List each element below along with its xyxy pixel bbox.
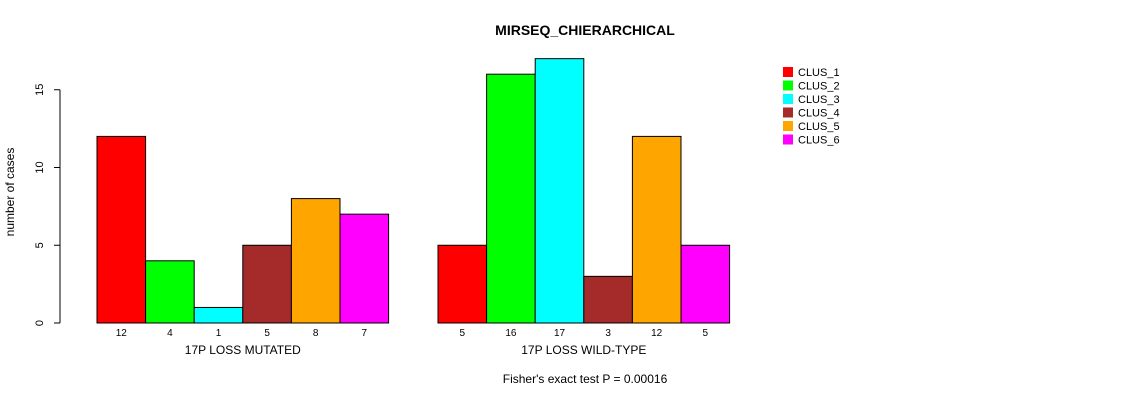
- legend-label: CLUS_6: [798, 135, 840, 147]
- bar-count-label: 5: [460, 328, 466, 339]
- bar: [193, 306, 244, 324]
- y-axis: 0 5 10 15: [34, 84, 61, 326]
- bar: [631, 135, 682, 324]
- legend-swatch: [783, 80, 793, 91]
- bar: [680, 244, 731, 324]
- bar-count-label: 12: [651, 328, 663, 339]
- bar-count-label: 3: [605, 328, 611, 339]
- bar-count-label: 16: [505, 328, 517, 339]
- legend-label: CLUS_1: [798, 67, 840, 79]
- group-label: 17P LOSS MUTATED: [185, 343, 301, 357]
- bar: [486, 73, 536, 324]
- bar: [290, 198, 341, 324]
- legend-label: CLUS_5: [798, 121, 840, 133]
- legend-swatch: [783, 121, 793, 131]
- y-tick-label: 15: [34, 84, 46, 96]
- bar: [534, 58, 585, 324]
- y-tick-label: 5: [34, 242, 46, 248]
- bar: [437, 244, 488, 324]
- bar-count-label: 1: [216, 328, 222, 339]
- bar-count-label: 8: [313, 328, 319, 339]
- legend-label: CLUS_2: [798, 81, 840, 93]
- legend-label: CLUS_3: [798, 94, 840, 106]
- legend-swatch: [783, 67, 793, 77]
- bar: [242, 244, 292, 324]
- bar-count-label: 5: [264, 328, 270, 339]
- bar: [96, 135, 147, 324]
- legend-swatch: [783, 107, 793, 118]
- y-axis-label: number of cases: [3, 148, 17, 237]
- y-tick-label: 10: [34, 161, 46, 173]
- bar: [583, 275, 633, 324]
- bar: [339, 213, 390, 324]
- group-label: 17P LOSS WILD-TYPE: [521, 343, 646, 357]
- bars: 12 4 1 5 8 7 17P LOSS MUTATED 5 16 17 3 12 5 17P LOSS…: [96, 58, 731, 357]
- chart-title: MIRSEQ_CHIERARCHICAL: [495, 22, 675, 38]
- bar-count-label: 17: [554, 328, 566, 339]
- bar-count-label: 5: [703, 328, 709, 339]
- y-tick-label: 0: [34, 320, 46, 326]
- footnote: Fisher's exact test P = 0.00016: [503, 372, 668, 386]
- bar-count-label: 7: [362, 328, 368, 339]
- bar-count-label: 4: [167, 328, 173, 339]
- legend-label: CLUS_4: [798, 108, 840, 120]
- legend-swatch: [783, 94, 793, 104]
- bar: [145, 260, 195, 324]
- legend-swatch: [783, 134, 793, 145]
- bar-count-label: 12: [116, 328, 128, 339]
